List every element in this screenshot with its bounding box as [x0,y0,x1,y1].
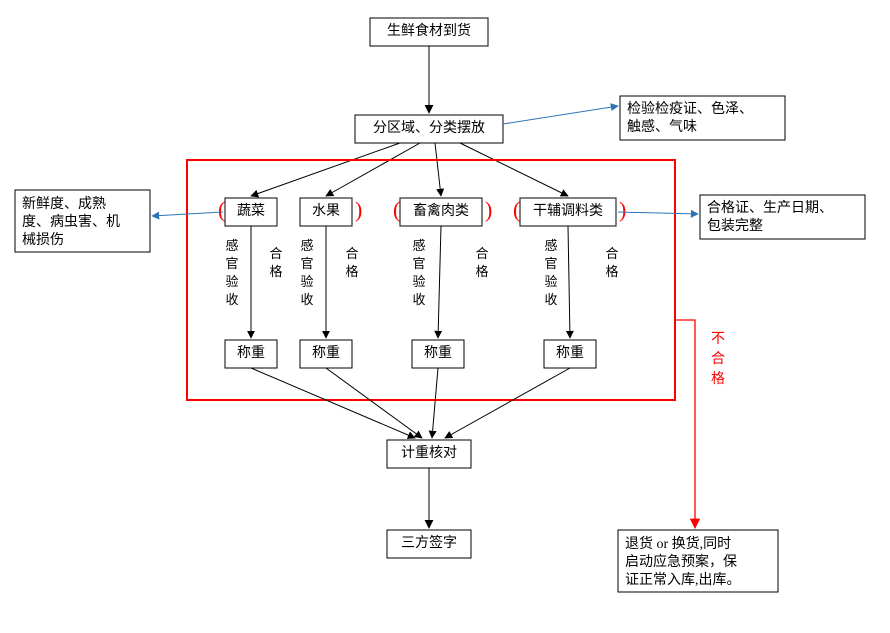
node-w2-label: 称重 [312,345,340,361]
svg-text:验: 验 [544,274,557,289]
fail-label: 不合格 [711,332,725,387]
node-w2: 称重 [300,340,352,368]
node-veg-label: 蔬菜 [237,203,265,219]
edge-zone-dry [460,143,568,196]
svg-text:感: 感 [544,238,557,253]
svg-text:感: 感 [412,238,425,253]
edge-zone-meat [435,143,441,196]
edge-meat-w3 [438,226,441,338]
note-reject-l1: 退货 or 换货,同时 [625,535,731,552]
vlabels: 感官验收感官验收感官验收感官验收合格合格合格合格 [225,238,618,307]
node-w4: 称重 [544,340,596,368]
node-fruit-label: 水果 [312,203,340,219]
node-w1: 称重 [225,340,277,368]
edge-fail-reject [675,320,695,528]
node-w4-label: 称重 [556,345,584,361]
note-reject-l3: 证正常入库,出库。 [625,572,741,588]
note-right-l2: 包装完整 [707,218,763,234]
svg-text:合: 合 [269,246,282,261]
svg-text:收: 收 [225,292,238,307]
note-reject: 退货 or 换货,同时 启动应急预案，保 证正常入库,出库。 [618,530,778,592]
node-zone: 分区域、分类摆放 [355,115,503,143]
svg-text:官: 官 [412,256,425,271]
node-sign-label: 三方签字 [401,534,457,551]
svg-text:官: 官 [300,256,313,271]
node-check-label: 计重核对 [401,445,457,461]
node-dry-label: 干辅调料类 [533,203,603,219]
note-topright-l2: 触感、气味 [627,118,697,135]
node-sign: 三方签字 [387,530,471,558]
svg-text:格: 格 [605,264,618,279]
svg-text:验: 验 [412,274,425,289]
node-zone-label: 分区域、分类摆放 [373,120,485,136]
svg-text:感: 感 [300,238,313,253]
edge-dry-note-right [618,212,698,214]
svg-text:不: 不 [711,332,725,347]
paren-right-3: ) [619,197,626,222]
svg-text:格: 格 [711,371,725,387]
note-left-l3: 械损伤 [22,232,64,248]
note-left: 新鲜度、成熟 度、病虫害、机 械损伤 [15,190,150,252]
flowchart-canvas: 生鲜食材到货 分区域、分类摆放 ( 蔬菜 水果 ) ( 畜禽肉类 ) ( 干辅调… [0,0,890,633]
note-topright-l1: 检验检疫证、色泽、 [627,100,753,117]
svg-text:合: 合 [711,351,725,367]
paren-left-2: ( [393,197,400,222]
svg-text:收: 收 [412,292,425,307]
note-topright: 检验检疫证、色泽、 触感、气味 [620,96,785,140]
edge-w1-check [251,368,415,438]
node-dry: 干辅调料类 [520,198,616,226]
node-w3-label: 称重 [424,345,452,361]
node-meat-label: 畜禽肉类 [413,202,469,219]
svg-text:合: 合 [345,246,358,261]
svg-text:格: 格 [345,264,358,279]
paren-right-2: ) [485,197,492,222]
note-right: 合格证、生产日期、 包装完整 [700,195,865,239]
note-reject-l2: 启动应急预案，保 [625,553,737,570]
node-arrival-label: 生鲜食材到货 [387,22,471,39]
svg-text:验: 验 [225,274,238,289]
paren-right-1: ) [355,197,362,222]
edge-zone-fruit [326,143,420,196]
paren-left-3: ( [513,197,520,222]
note-left-l1: 新鲜度、成熟 [22,196,106,212]
node-w1-label: 称重 [237,345,265,361]
node-veg: 蔬菜 [225,198,277,226]
node-fruit: 水果 [300,198,352,226]
svg-text:感: 感 [225,238,238,253]
note-right-l1: 合格证、生产日期、 [707,200,833,216]
paren-left-1: ( [218,197,225,222]
note-left-l2: 度、病虫害、机 [22,214,120,230]
svg-text:格: 格 [269,264,282,279]
edge-zone-note-topright [503,106,618,124]
svg-text:收: 收 [544,292,557,307]
edge-zone-veg [251,143,400,196]
node-meat: 畜禽肉类 [400,198,482,226]
svg-text:合: 合 [475,246,488,261]
edge-dry-w4 [568,226,570,338]
edge-w3-check [432,368,438,438]
edge-w2-check [326,368,422,438]
node-w3: 称重 [412,340,464,368]
svg-text:官: 官 [544,256,557,271]
node-arrival: 生鲜食材到货 [370,18,488,46]
svg-text:验: 验 [300,274,313,289]
svg-text:格: 格 [475,264,488,279]
svg-text:官: 官 [225,256,238,271]
edge-w4-check [445,368,570,438]
svg-text:收: 收 [300,292,313,307]
node-check: 计重核对 [387,440,471,468]
svg-text:合: 合 [605,246,618,261]
